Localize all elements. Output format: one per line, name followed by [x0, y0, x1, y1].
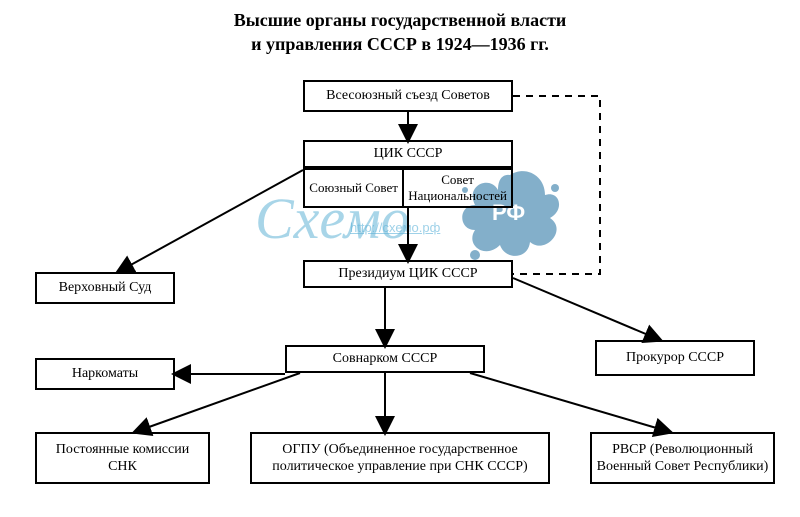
diagram-title: Высшие органы государственной власти и у…	[0, 8, 800, 57]
title-line1: Высшие органы государственной власти	[234, 10, 567, 30]
node-snk-commissions: Постоянные комиссии СНК	[35, 432, 210, 484]
title-line2: и управления СССР в 1924—1936 гг.	[251, 34, 549, 54]
node-ogpu: ОГПУ (Объединенное государственное полит…	[250, 432, 550, 484]
node-presidium: Президиум ЦИК СССР	[303, 260, 513, 288]
node-supreme-court: Верховный Суд	[35, 272, 175, 304]
node-prosecutor: Прокурор СССР	[595, 340, 755, 376]
cik-chamber-soyuzny: Союзный Совет	[305, 170, 402, 206]
node-rvsr: РВСР (Революционный Военный Совет Респуб…	[590, 432, 775, 484]
cik-chamber-nationalities: Совет Национальностей	[402, 170, 511, 206]
node-cik-chambers: Союзный Совет Совет Национальностей	[303, 168, 513, 208]
node-congress: Всесоюзный съезд Советов	[303, 80, 513, 112]
watermark-url: http://cхемо.рф	[350, 220, 440, 235]
node-cik: ЦИК СССР	[303, 140, 513, 168]
node-narkomaty: Наркоматы	[35, 358, 175, 390]
node-sovnarkom: Совнарком СССР	[285, 345, 485, 373]
